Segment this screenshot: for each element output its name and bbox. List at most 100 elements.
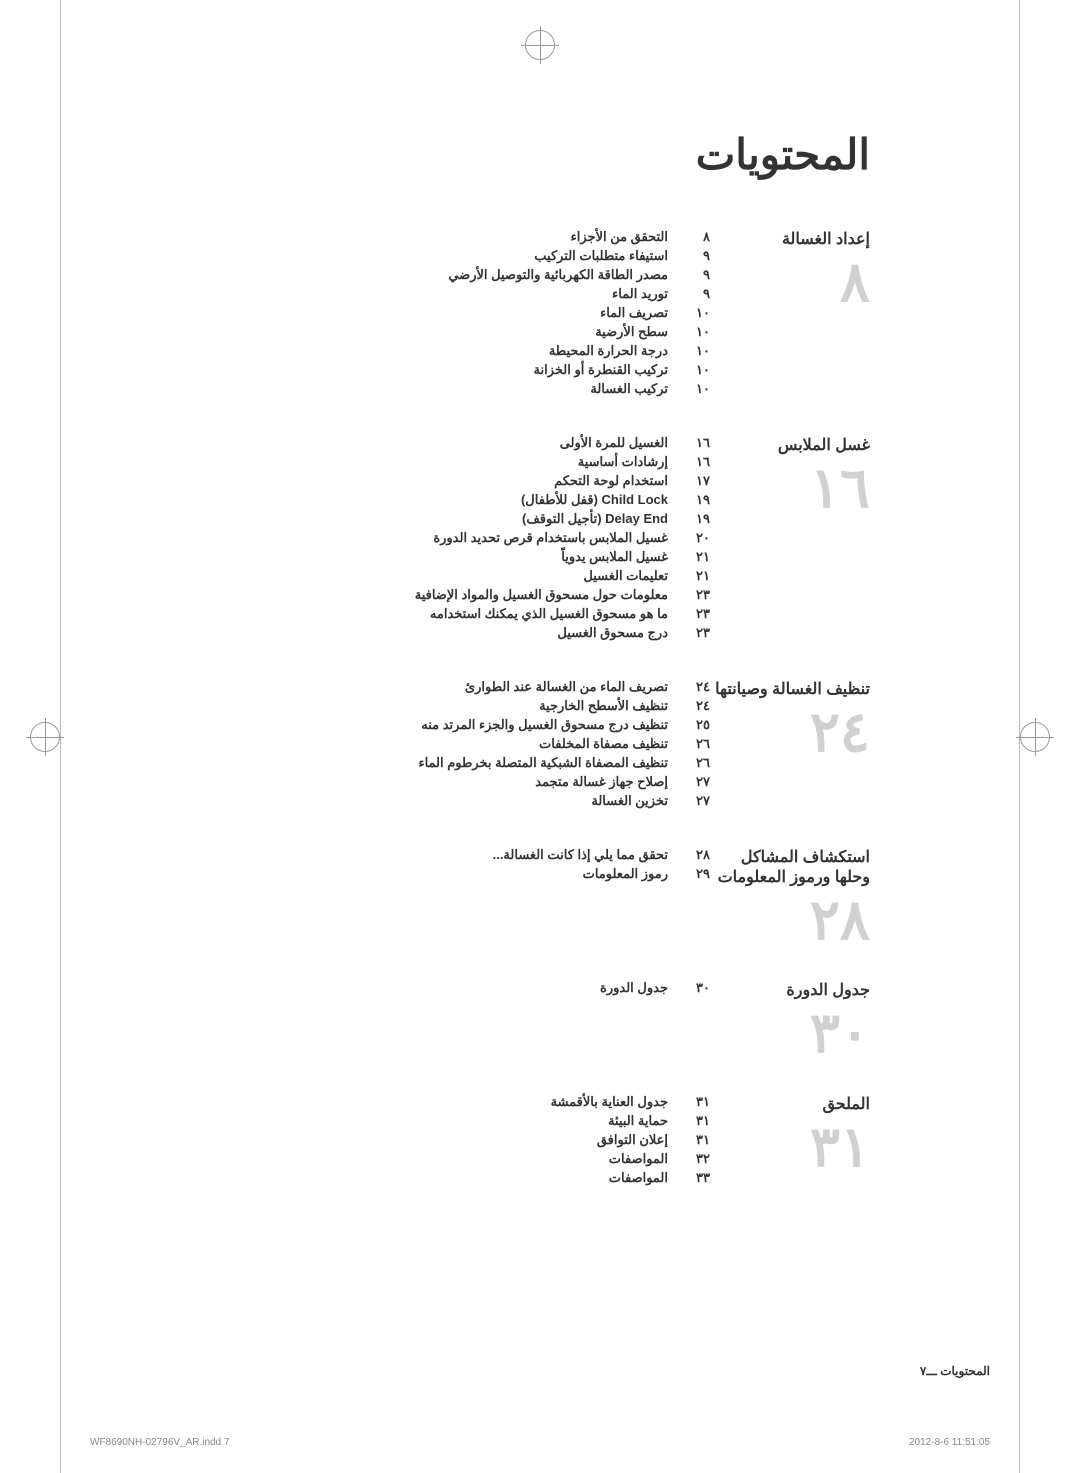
toc-page-number: ٢٦: [680, 755, 710, 771]
toc-section: إعداد الغسالة٨٨ التحقق من الأجزاء ٩استيفاء…: [90, 229, 990, 400]
toc-entry: ١٠درجة الحرارة المحيطة: [90, 343, 710, 359]
section-title: غسل الملابس: [710, 435, 870, 455]
toc-page-number: ٣١: [680, 1113, 710, 1129]
toc-entry-text: غسيل الملابس يدوياً: [561, 549, 668, 565]
toc-page-number: ٢٨: [680, 847, 710, 863]
toc-entry-text: تعليمات الغسيل: [583, 568, 668, 584]
section-items: ٢٨ تحقق مما يلي إذا كانت الغسالة... ٢٩ رموز…: [90, 847, 710, 945]
toc-page-number: ١٠: [680, 324, 710, 340]
toc-page-number: ٢٣: [680, 606, 710, 622]
toc-entry-text: التحقق من الأجزاء: [571, 229, 668, 245]
toc-page-number: ١٠: [680, 362, 710, 378]
toc-entry: ٩ توريد الماء: [90, 286, 710, 302]
toc-entry: ١٦إرشادات أساسية: [90, 454, 710, 470]
toc-entry-text: معلومات حول مسحوق الغسيل والمواد الإضافي…: [415, 587, 668, 603]
toc-page-number: ١٩: [680, 511, 710, 527]
toc-entry: ٩استيفاء متطلبات التركيب: [90, 248, 710, 264]
toc-page-number: ٣١: [680, 1132, 710, 1148]
toc-page-number: ٢٤: [680, 679, 710, 695]
toc-entry-text: غسيل الملابس باستخدام قرص تحديد الدورة: [433, 530, 668, 546]
page-footer: المحتويات ـــ٧: [920, 1364, 990, 1378]
print-footer: WF8690NH-02796V_AR.indd 7 2012-8-6 11:51…: [90, 1437, 990, 1448]
toc-entry: ٢٤تصريف الماء من الغسالة عند الطوارئ: [90, 679, 710, 695]
section-title: إعداد الغسالة: [710, 229, 870, 249]
toc-page-number: ٨: [680, 229, 710, 245]
toc-entry-text: إعلان التوافق: [597, 1132, 668, 1148]
toc-entry: ٣٢المواصفات: [90, 1151, 710, 1167]
section-number: ١٦: [710, 463, 870, 513]
toc-entry-text: تنظيف مصفاة المخلفات: [539, 736, 668, 752]
toc-entry: ٢٣درج مسحوق الغسيل: [90, 625, 710, 641]
toc-entry-text: رموز المعلومات: [583, 866, 668, 882]
section-header: جدول الدورة٣٠: [710, 980, 990, 1058]
toc-entry: ١٠تصريف الماء: [90, 305, 710, 321]
toc-entry-text: إرشادات أساسية: [578, 454, 668, 470]
toc-page-number: ٩: [680, 286, 710, 302]
toc-page-number: ٩: [680, 248, 710, 264]
toc-entry-text: توريد الماء: [612, 286, 668, 302]
toc-section: جدول الدورة٣٠٣٠جدول الدورة: [90, 980, 990, 1058]
toc-page-number: ١٩: [680, 492, 710, 508]
print-file: WF8690NH-02796V_AR.indd 7: [90, 1437, 230, 1448]
toc-entry: ١٩ Child Lock (قفل للأطفال): [90, 492, 710, 508]
toc-page-number: ٢٧: [680, 774, 710, 790]
toc-page-number: ٣٣: [680, 1170, 710, 1186]
toc-entry: ٩مصدر الطاقة الكهربائية والتوصيل الأرضي: [90, 267, 710, 283]
toc-section: استكشاف المشاكل وحلها ورموز المعلومات٢٨٢…: [90, 847, 990, 945]
toc-entry: ١٠تركيب الغسالة: [90, 381, 710, 397]
toc-entry: ١٦الغسيل للمرة الأولى: [90, 435, 710, 451]
section-header: تنظيف الغسالة وصيانتها ٢٤: [710, 679, 990, 812]
section-header: استكشاف المشاكل وحلها ورموز المعلومات ٢٨: [710, 847, 990, 945]
toc-page-number: ٢٤: [680, 698, 710, 714]
toc-page-number: ٢٦: [680, 736, 710, 752]
toc-page-number: ١٠: [680, 343, 710, 359]
section-header: الملحق٣١: [710, 1094, 990, 1189]
toc-entry-text: استخدام لوحة التحكم: [554, 473, 668, 489]
toc-entry: ٣٠جدول الدورة: [90, 980, 710, 996]
toc-entry-text: تركيب القنطرة أو الخزانة: [534, 362, 668, 378]
toc-entry-text: تنظيف درج مسحوق الغسيل والجزء المرتد منه: [421, 717, 668, 733]
toc-page-number: ٣٢: [680, 1151, 710, 1167]
toc-entry: ٣٣المواصفات: [90, 1170, 710, 1186]
section-items: ١٦الغسيل للمرة الأولى١٦إرشادات أساسية١٧ا…: [90, 435, 710, 644]
toc-page-number: ١٦: [680, 435, 710, 451]
toc-entry-text: سطح الأرضية: [595, 324, 668, 340]
section-items: ٣١جدول العناية بالأقمشة ٣١ حماية البيئة ٣١ إ…: [90, 1094, 710, 1189]
section-header: إعداد الغسالة٨: [710, 229, 990, 400]
toc-entry: ٣١ حماية البيئة: [90, 1113, 710, 1129]
toc-entry: ٢٧تخزين الغسالة: [90, 793, 710, 809]
toc-entry-text: تحقق مما يلي إذا كانت الغسالة...: [493, 847, 668, 863]
toc-sections: إعداد الغسالة٨٨ التحقق من الأجزاء ٩استيفاء…: [90, 229, 990, 1189]
section-number: ٢٤: [710, 707, 870, 757]
toc-page-number: ١٠: [680, 381, 710, 397]
toc-entry-text: تنظيف المصفاة الشبكية المتصلة بخرطوم الم…: [418, 755, 668, 771]
toc-page-number: ١٠: [680, 305, 710, 321]
toc-page-number: ٢٩: [680, 866, 710, 882]
toc-entry: ٢١ تعليمات الغسيل: [90, 568, 710, 584]
toc-page-number: ٢١: [680, 568, 710, 584]
toc-entry-text: ما هو مسحوق الغسيل الذي يمكنك استخدامه: [430, 606, 668, 622]
toc-entry-text: جدول الدورة: [600, 980, 668, 996]
toc-entry-text: Child Lock (قفل للأطفال): [521, 492, 668, 508]
toc-entry: ٢٤تنظيف الأسطح الخارجية: [90, 698, 710, 714]
toc-entry: ٨ التحقق من الأجزاء: [90, 229, 710, 245]
page-content: المحتويات إعداد الغسالة٨٨التحقق من الأجز…: [0, 0, 1080, 1473]
toc-entry-text: تخزين الغسالة: [591, 793, 668, 809]
section-title: جدول الدورة: [710, 980, 870, 1000]
section-items: ٢٤تصريف الماء من الغسالة عند الطوارئ٢٤تن…: [90, 679, 710, 812]
section-title: استكشاف المشاكل وحلها ورموز المعلومات: [710, 847, 870, 887]
section-title: تنظيف الغسالة وصيانتها: [710, 679, 870, 699]
toc-page-number: ٢٠: [680, 530, 710, 546]
toc-page-number: ١٧: [680, 473, 710, 489]
toc-entry: ٣١جدول العناية بالأقمشة: [90, 1094, 710, 1110]
toc-section: غسل الملابس١٦١٦الغسيل للمرة الأولى١٦إرشا…: [90, 435, 990, 644]
toc-page-number: ٢١: [680, 549, 710, 565]
toc-entry-text: حماية البيئة: [608, 1113, 668, 1129]
toc-page-number: ٩: [680, 267, 710, 283]
section-number: ٢٨: [710, 895, 870, 945]
toc-entry: ٢١ غسيل الملابس يدوياً: [90, 549, 710, 565]
toc-page-number: ٢٣: [680, 587, 710, 603]
print-date: 2012-8-6 11:51:05: [909, 1437, 990, 1448]
toc-entry: ١٠ سطح الأرضية: [90, 324, 710, 340]
toc-entry: ٣١ إعلان التوافق: [90, 1132, 710, 1148]
